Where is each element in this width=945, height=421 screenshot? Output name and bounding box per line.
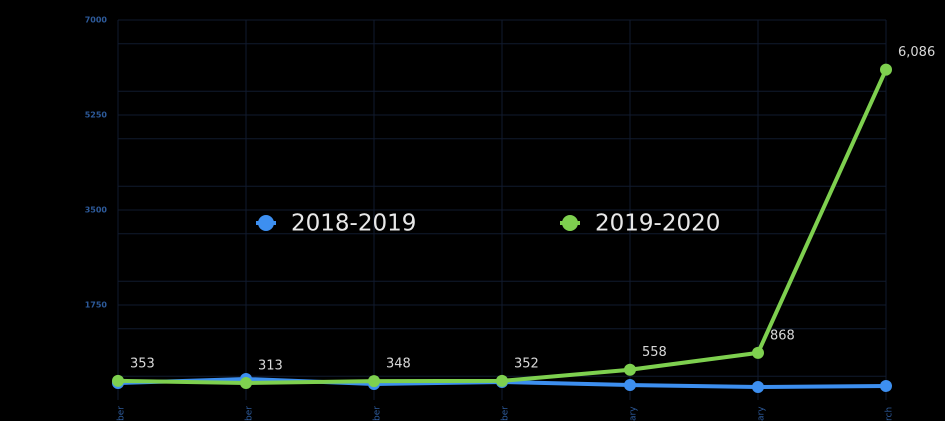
- point: [624, 363, 636, 376]
- value-label: 868: [770, 328, 795, 343]
- x-tick-label: ber: [245, 406, 255, 421]
- y-tick-label: 1750: [85, 301, 108, 310]
- value-label: 558: [642, 345, 667, 360]
- x-tick-label: ber: [373, 406, 383, 421]
- x-tick-label: rch: [885, 407, 895, 421]
- legend-swatch: [562, 215, 578, 231]
- legend-swatch: [258, 215, 274, 231]
- point: [368, 375, 380, 388]
- value-label: 353: [130, 356, 155, 371]
- point: [112, 374, 124, 387]
- y-tick-label: 5250: [85, 111, 108, 120]
- point: [752, 380, 764, 393]
- point: [240, 377, 252, 390]
- point: [496, 374, 508, 387]
- value-label: 6,086: [898, 45, 935, 60]
- value-label: 348: [386, 357, 411, 372]
- point: [880, 379, 892, 392]
- legend-label: 2018-2019: [291, 211, 416, 237]
- x-tick-label: ary: [757, 406, 767, 421]
- x-tick-label: ber: [501, 406, 511, 421]
- y-tick-label: 7000: [85, 16, 108, 25]
- point: [880, 63, 892, 76]
- x-tick-label: ary: [629, 406, 639, 421]
- value-label: 352: [514, 356, 539, 371]
- point: [624, 379, 636, 392]
- y-tick-label: 3500: [85, 206, 108, 215]
- x-tick-label: ber: [117, 406, 127, 421]
- legend-label: 2019-2020: [595, 211, 720, 237]
- point: [752, 346, 764, 359]
- value-label: 313: [258, 359, 283, 374]
